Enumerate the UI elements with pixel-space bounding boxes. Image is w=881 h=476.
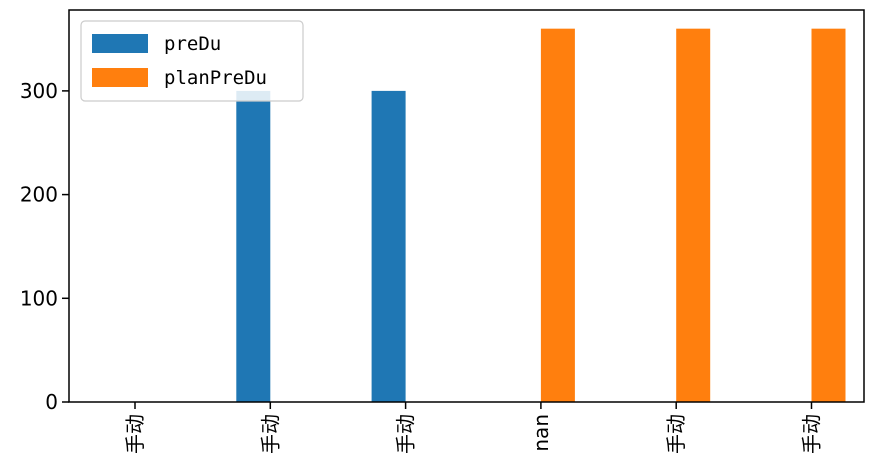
bar-planPreDu-4	[676, 28, 711, 403]
x-tick-label-0: 手动	[123, 414, 147, 454]
x-axis: 手动 手动 手动 nan 手动 手动	[123, 402, 824, 454]
y-tick-label-2: 200	[20, 183, 58, 207]
legend-swatch-preDu	[92, 34, 148, 53]
x-tick-label-3: nan	[529, 414, 553, 452]
bars-group	[236, 28, 846, 403]
y-tick-label-1: 100	[20, 286, 58, 310]
bar-preDu-2	[371, 90, 406, 402]
bar-planPreDu-5	[811, 28, 846, 403]
y-axis: 0 100 200 300	[20, 79, 69, 414]
bar-preDu-1	[236, 90, 271, 402]
x-tick-label-2: 手动	[394, 414, 418, 454]
legend-swatch-planPreDu	[92, 68, 148, 87]
y-tick-label-0: 0	[45, 390, 58, 414]
legend: preDu planPreDu	[80, 20, 304, 102]
bar-planPreDu-3	[540, 28, 575, 403]
legend-label-preDu: preDu	[164, 33, 221, 55]
x-tick-label-5: 手动	[800, 414, 824, 454]
axes-frame	[68, 9, 865, 403]
legend-label-planPreDu: planPreDu	[164, 67, 267, 89]
x-tick-label-4: 手动	[664, 414, 688, 454]
plot-area	[68, 9, 865, 403]
y-tick-label-3: 300	[20, 79, 58, 103]
x-tick-label-1: 手动	[258, 414, 282, 454]
